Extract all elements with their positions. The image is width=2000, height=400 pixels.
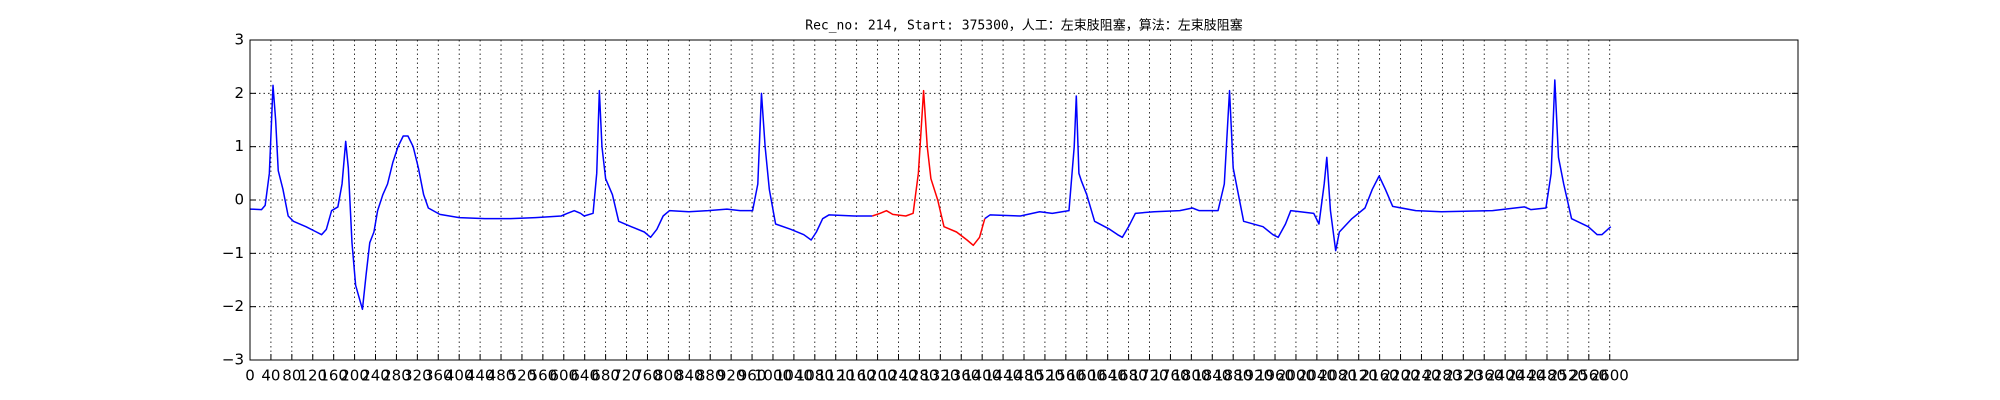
y-tick-label: −2 bbox=[222, 297, 244, 315]
x-tick-label: 2000 bbox=[1277, 367, 1315, 385]
x-tick-label: 920 bbox=[717, 367, 746, 385]
x-tick-label: 1480 bbox=[1005, 367, 1043, 385]
x-tick-label: 120 bbox=[298, 367, 327, 385]
x-tick-label: 640 bbox=[570, 367, 599, 385]
x-tick-label: 1080 bbox=[796, 367, 834, 385]
x-tick-label: 1640 bbox=[1089, 367, 1127, 385]
x-tick-label: 1800 bbox=[1172, 367, 1210, 385]
x-tick-label: 1240 bbox=[879, 367, 917, 385]
x-tick-label: 1400 bbox=[963, 367, 1001, 385]
x-tick-label: 1360 bbox=[942, 367, 980, 385]
x-tick-label: 1280 bbox=[900, 367, 938, 385]
x-tick-label: 1160 bbox=[838, 367, 876, 385]
x-tick-label: 2400 bbox=[1486, 367, 1524, 385]
y-tick-label: 1 bbox=[234, 137, 244, 155]
x-tick-label: 1960 bbox=[1256, 367, 1294, 385]
x-tick-label: 1920 bbox=[1235, 367, 1273, 385]
ecg-line bbox=[872, 89, 986, 247]
x-tick-label: 1320 bbox=[921, 367, 959, 385]
x-tick-label: 480 bbox=[487, 367, 516, 385]
y-tick-label: 0 bbox=[234, 191, 244, 209]
x-tick-label: 1840 bbox=[1193, 367, 1231, 385]
x-tick-label: 240 bbox=[361, 367, 390, 385]
x-tick-label: 2360 bbox=[1465, 367, 1503, 385]
x-tick-label: 2280 bbox=[1423, 367, 1461, 385]
x-tick-label: 560 bbox=[529, 367, 558, 385]
plot-frame bbox=[249, 39, 1799, 361]
x-tick-label: 720 bbox=[612, 367, 641, 385]
x-tick-label: 1560 bbox=[1047, 367, 1085, 385]
x-tick-label: 1880 bbox=[1214, 367, 1252, 385]
x-tick-label: 960 bbox=[738, 367, 767, 385]
x-tick-label: 1680 bbox=[1110, 367, 1148, 385]
x-tick-label: 600 bbox=[549, 367, 578, 385]
x-tick-label: 440 bbox=[466, 367, 495, 385]
x-tick-label: 2040 bbox=[1298, 367, 1336, 385]
y-tick-label: 3 bbox=[234, 31, 244, 49]
x-tick-label: 880 bbox=[696, 367, 725, 385]
y-tick-label: −3 bbox=[222, 351, 244, 369]
x-tick-label: 2440 bbox=[1507, 367, 1545, 385]
x-tick-label: 680 bbox=[591, 367, 620, 385]
x-tick-label: 2560 bbox=[1570, 367, 1608, 385]
x-tick-label: 2320 bbox=[1444, 367, 1482, 385]
x-tick-label: 280 bbox=[382, 367, 411, 385]
x-tick-label: 1120 bbox=[817, 367, 855, 385]
ecg-line bbox=[249, 79, 1612, 311]
x-tick-label: 1200 bbox=[858, 367, 896, 385]
x-tick-label: 1760 bbox=[1151, 367, 1189, 385]
x-tick-label: 2600 bbox=[1591, 367, 1629, 385]
x-tick-label: 400 bbox=[445, 367, 474, 385]
x-tick-label: 0 bbox=[245, 367, 255, 385]
x-tick-label: 2240 bbox=[1402, 367, 1440, 385]
x-tick-label: 760 bbox=[633, 367, 662, 385]
x-tick-label: 840 bbox=[675, 367, 704, 385]
x-tick-label: 2480 bbox=[1528, 367, 1566, 385]
x-tick-label: 2200 bbox=[1381, 367, 1419, 385]
chart-title: Rec_no: 214, Start: 375300，人工：左束肢阻塞，算法：左… bbox=[805, 18, 1243, 34]
x-tick-label: 1520 bbox=[1026, 367, 1064, 385]
x-tick-label: 1600 bbox=[1068, 367, 1106, 385]
x-tick-label: 80 bbox=[282, 367, 301, 385]
x-tick-label: 160 bbox=[319, 367, 348, 385]
x-tick-label: 40 bbox=[261, 367, 280, 385]
x-tick-label: 2120 bbox=[1340, 367, 1378, 385]
x-tick-label: 1040 bbox=[775, 367, 813, 385]
x-tick-label: 2520 bbox=[1549, 367, 1587, 385]
x-tick-label: 520 bbox=[508, 367, 537, 385]
y-tick-label: −1 bbox=[222, 244, 244, 262]
x-tick-label: 2080 bbox=[1319, 367, 1357, 385]
x-tick-label: 800 bbox=[654, 367, 683, 385]
x-tick-label: 2160 bbox=[1361, 367, 1399, 385]
y-tick-label: 2 bbox=[234, 84, 244, 102]
x-tick-label: 200 bbox=[340, 367, 369, 385]
x-tick-label: 1000 bbox=[754, 367, 792, 385]
x-tick-label: 1720 bbox=[1130, 367, 1168, 385]
x-tick-label: 320 bbox=[403, 367, 432, 385]
x-tick-label: 360 bbox=[424, 367, 453, 385]
x-tick-label: 1440 bbox=[984, 367, 1022, 385]
